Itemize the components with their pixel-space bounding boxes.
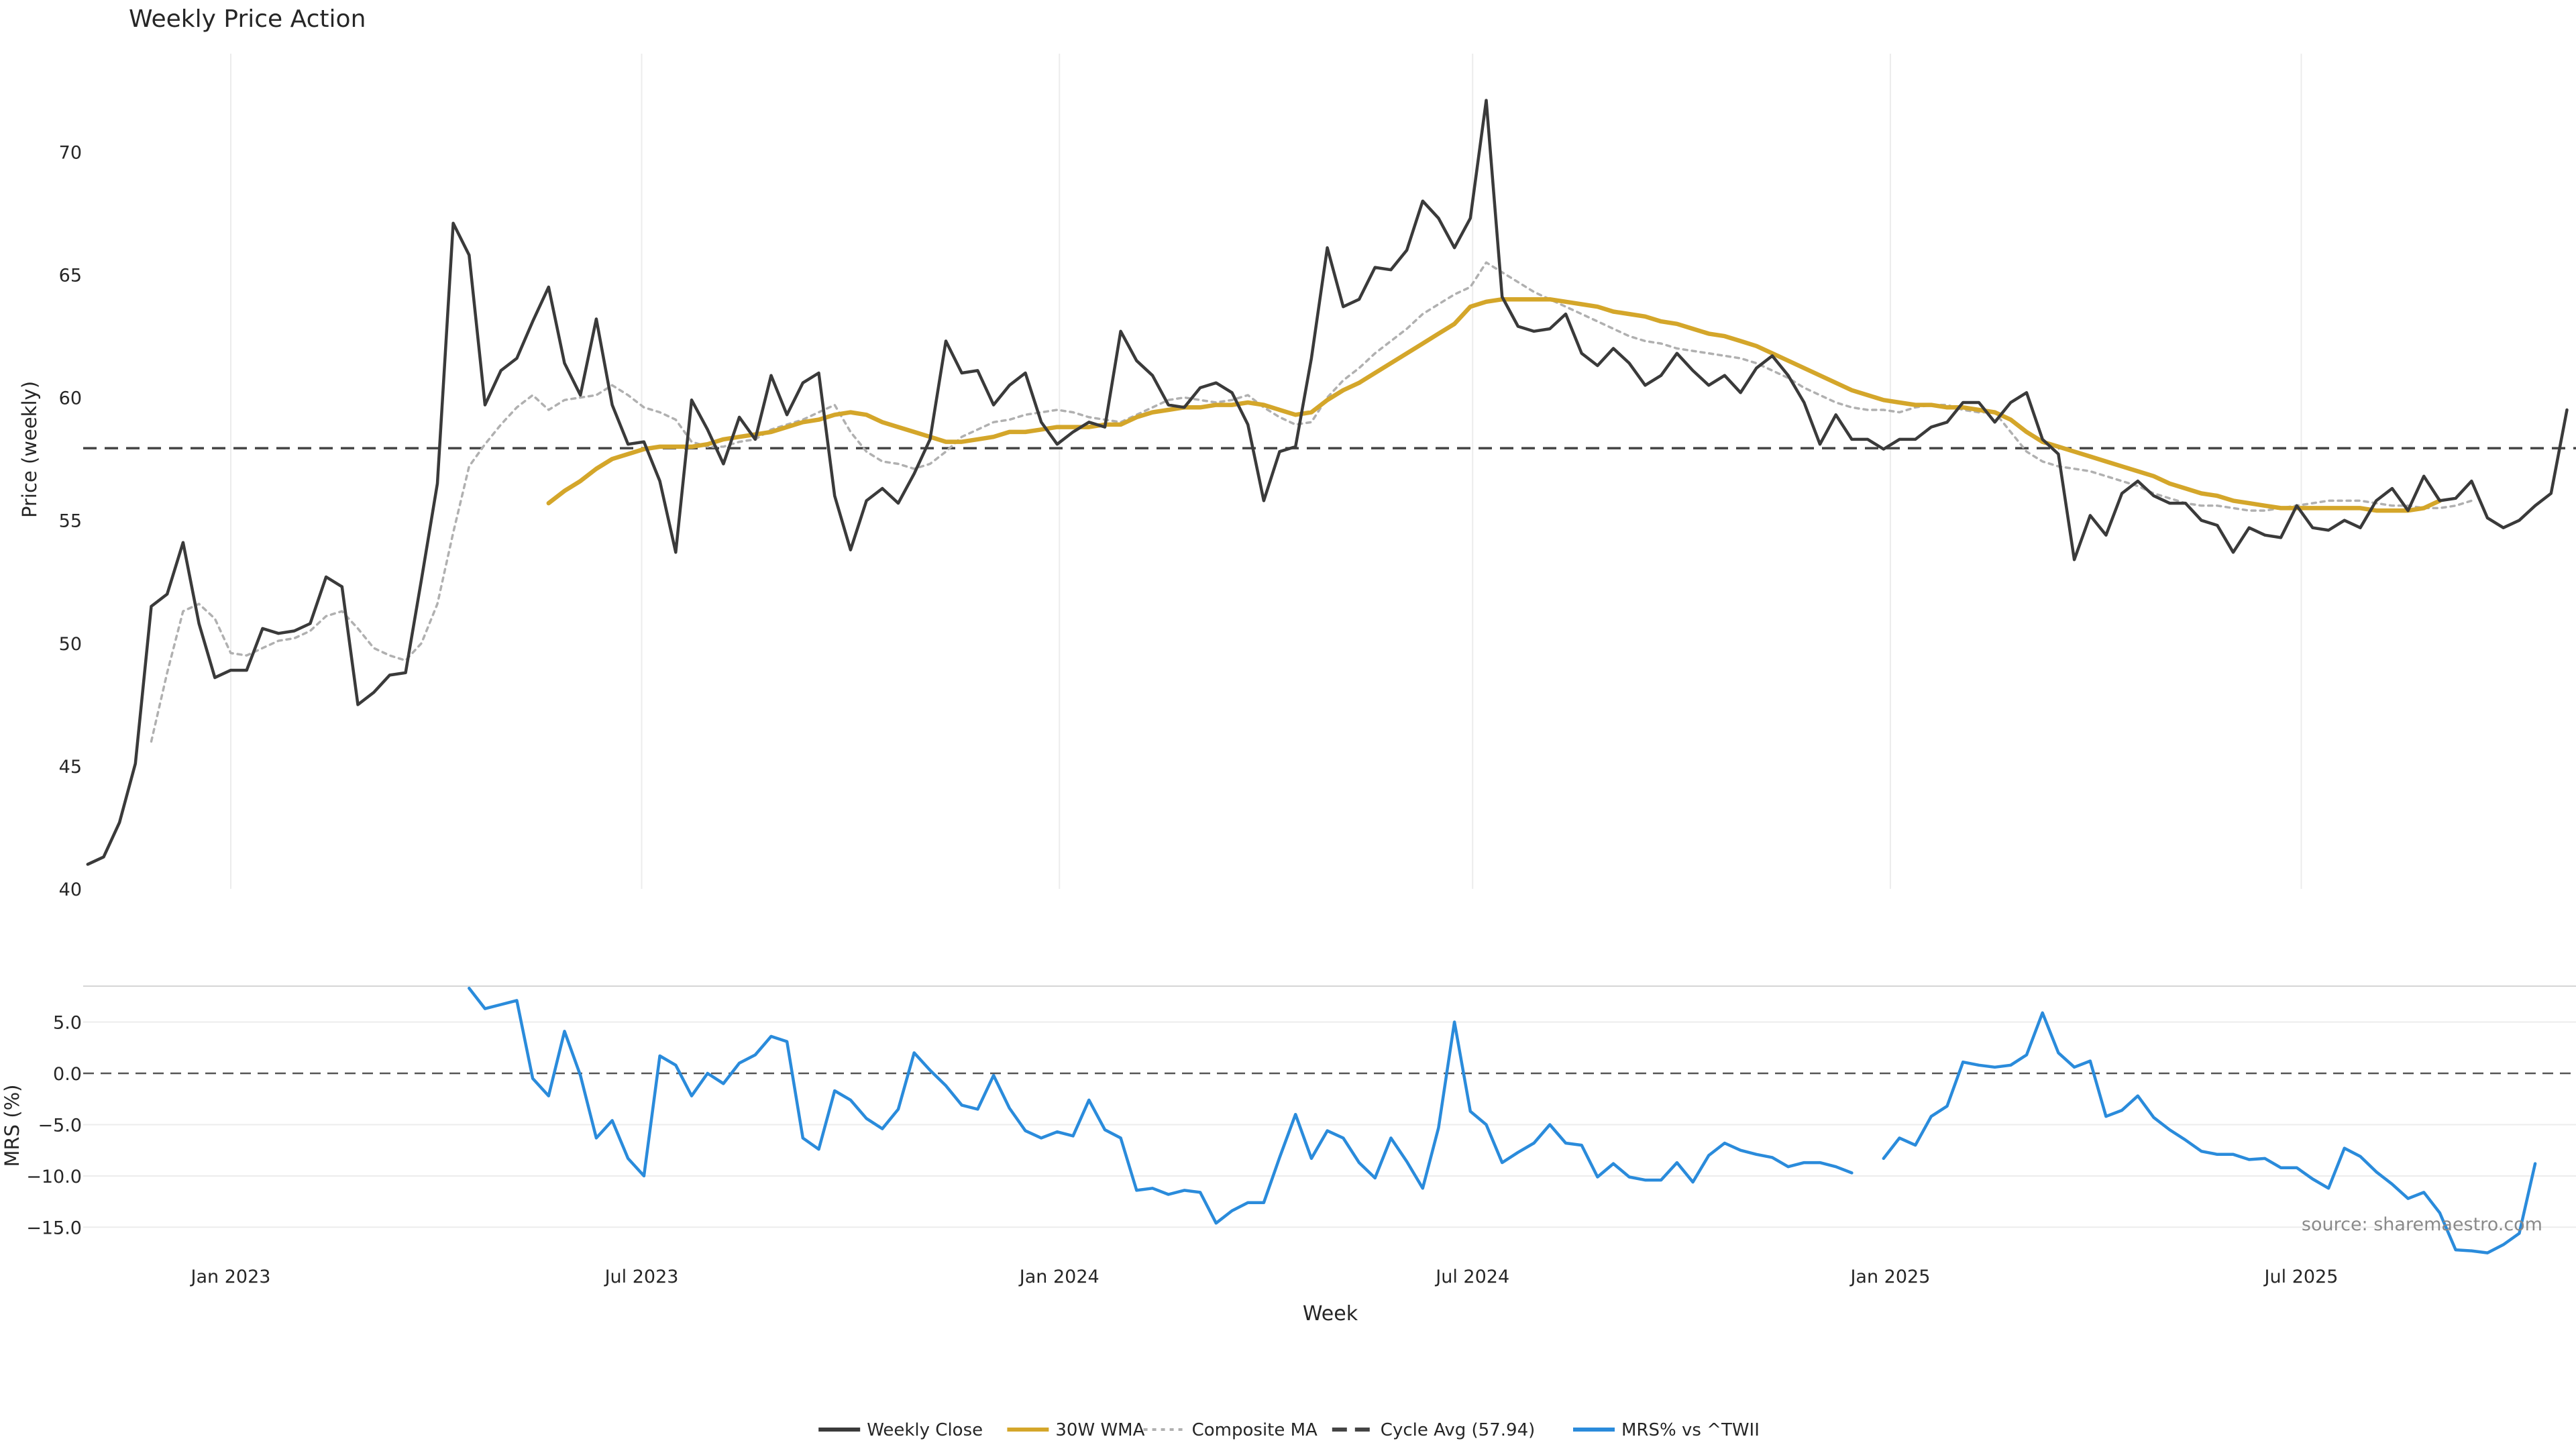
weekly-close-line	[86, 99, 2569, 866]
mrs-line	[468, 986, 2537, 1254]
price-y-tick-label: 65	[59, 266, 82, 286]
x-tick-label: Jul 2024	[1434, 1267, 1509, 1287]
legend-item: Composite MA	[1143, 1420, 1318, 1440]
x-tick-label: Jul 2023	[604, 1267, 679, 1287]
watermark: source: sharemaestro.com	[2302, 1214, 2542, 1235]
x-axis: Jan 2023 Jul 2023 Jan 2024 Jul 2024 Jan 2025…	[190, 1267, 2339, 1287]
legend-item: 30W WMA	[1007, 1420, 1145, 1440]
mrs-y-axis: −15.0 −10.0 −5.0 0.0 5.0	[26, 1013, 82, 1239]
legend-item: MRS% vs ^TWII	[1573, 1420, 1760, 1440]
wma-30w-line	[546, 297, 2443, 513]
legend-label: Cycle Avg (57.94)	[1381, 1420, 1535, 1440]
x-tick-label: Jan 2025	[1849, 1267, 1930, 1287]
price-y-axis: 40 45 50 55 60 65 70	[59, 142, 82, 900]
legend: Weekly Close 30W WMA Composite MA Cycle Avg…	[818, 1420, 1760, 1440]
legend-item: Cycle Avg (57.94)	[1332, 1420, 1535, 1440]
legend-label: Weekly Close	[867, 1420, 983, 1440]
legend-label: 30W WMA	[1055, 1420, 1144, 1440]
legend-item: Weekly Close	[818, 1420, 983, 1440]
composite-ma-line	[150, 261, 2473, 743]
x-tick-label: Jan 2023	[190, 1267, 271, 1287]
mrs-y-tick-label: −10.0	[26, 1167, 82, 1187]
price-y-tick-label: 60	[59, 388, 82, 409]
mrs-panel: −15.0 −10.0 −5.0 0.0 5.0 MRS (%) source: sha…	[1, 985, 2576, 1254]
price-y-tick-label: 70	[59, 142, 82, 163]
chart-title: Weekly Price Action	[129, 5, 366, 33]
legend-label: Composite MA	[1192, 1420, 1318, 1440]
x-axis-title: Week	[1303, 1302, 1358, 1326]
legend-label: MRS% vs ^TWII	[1621, 1420, 1760, 1440]
mrs-y-axis-title: MRS (%)	[1, 1085, 23, 1167]
price-y-tick-label: 45	[59, 757, 82, 777]
price-y-axis-title: Price (weekly)	[18, 381, 41, 518]
mrs-y-tick-label: −15.0	[26, 1218, 82, 1238]
price-panel: 40 45 50 55 60 65 70 Price (weekly)	[18, 54, 2576, 900]
mrs-series-group	[468, 986, 2537, 1254]
price-y-tick-label: 50	[59, 634, 82, 655]
mrs-y-tick-label: 5.0	[53, 1013, 82, 1034]
mrs-y-tick-label: 0.0	[53, 1064, 82, 1085]
x-tick-label: Jul 2025	[2263, 1267, 2339, 1287]
price-y-tick-label: 55	[59, 511, 82, 532]
price-y-tick-label: 40	[59, 879, 82, 900]
x-tick-label: Jan 2024	[1018, 1267, 1099, 1287]
mrs-y-tick-label: −5.0	[38, 1115, 82, 1136]
price-series-group	[86, 99, 2569, 866]
